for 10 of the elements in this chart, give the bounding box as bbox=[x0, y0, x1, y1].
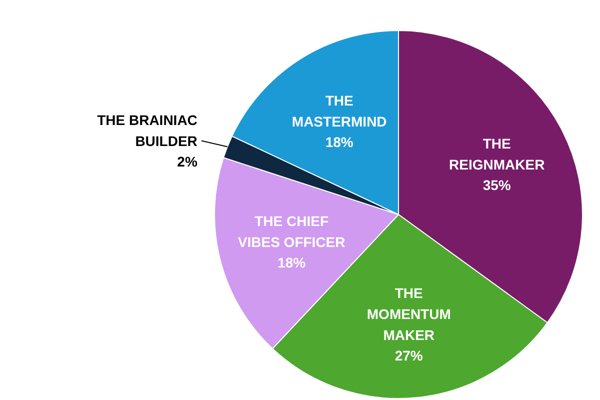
data-label: 18% bbox=[325, 134, 354, 150]
data-label: 2% bbox=[177, 154, 198, 170]
data-label: 27% bbox=[394, 348, 424, 364]
data-label: 35% bbox=[482, 177, 512, 194]
slice-label: THE REIGNMAKER bbox=[449, 136, 545, 172]
slice-label: THE MOMENTUM MAKER bbox=[366, 285, 451, 343]
slice-label: THE BRAINIAC BUILDER bbox=[97, 112, 198, 149]
data-label: 18% bbox=[278, 254, 306, 271]
slice-label: THE CHIEF VIBES OFFICER bbox=[238, 213, 346, 250]
slice-label: THE MASTERMIND bbox=[292, 92, 387, 130]
